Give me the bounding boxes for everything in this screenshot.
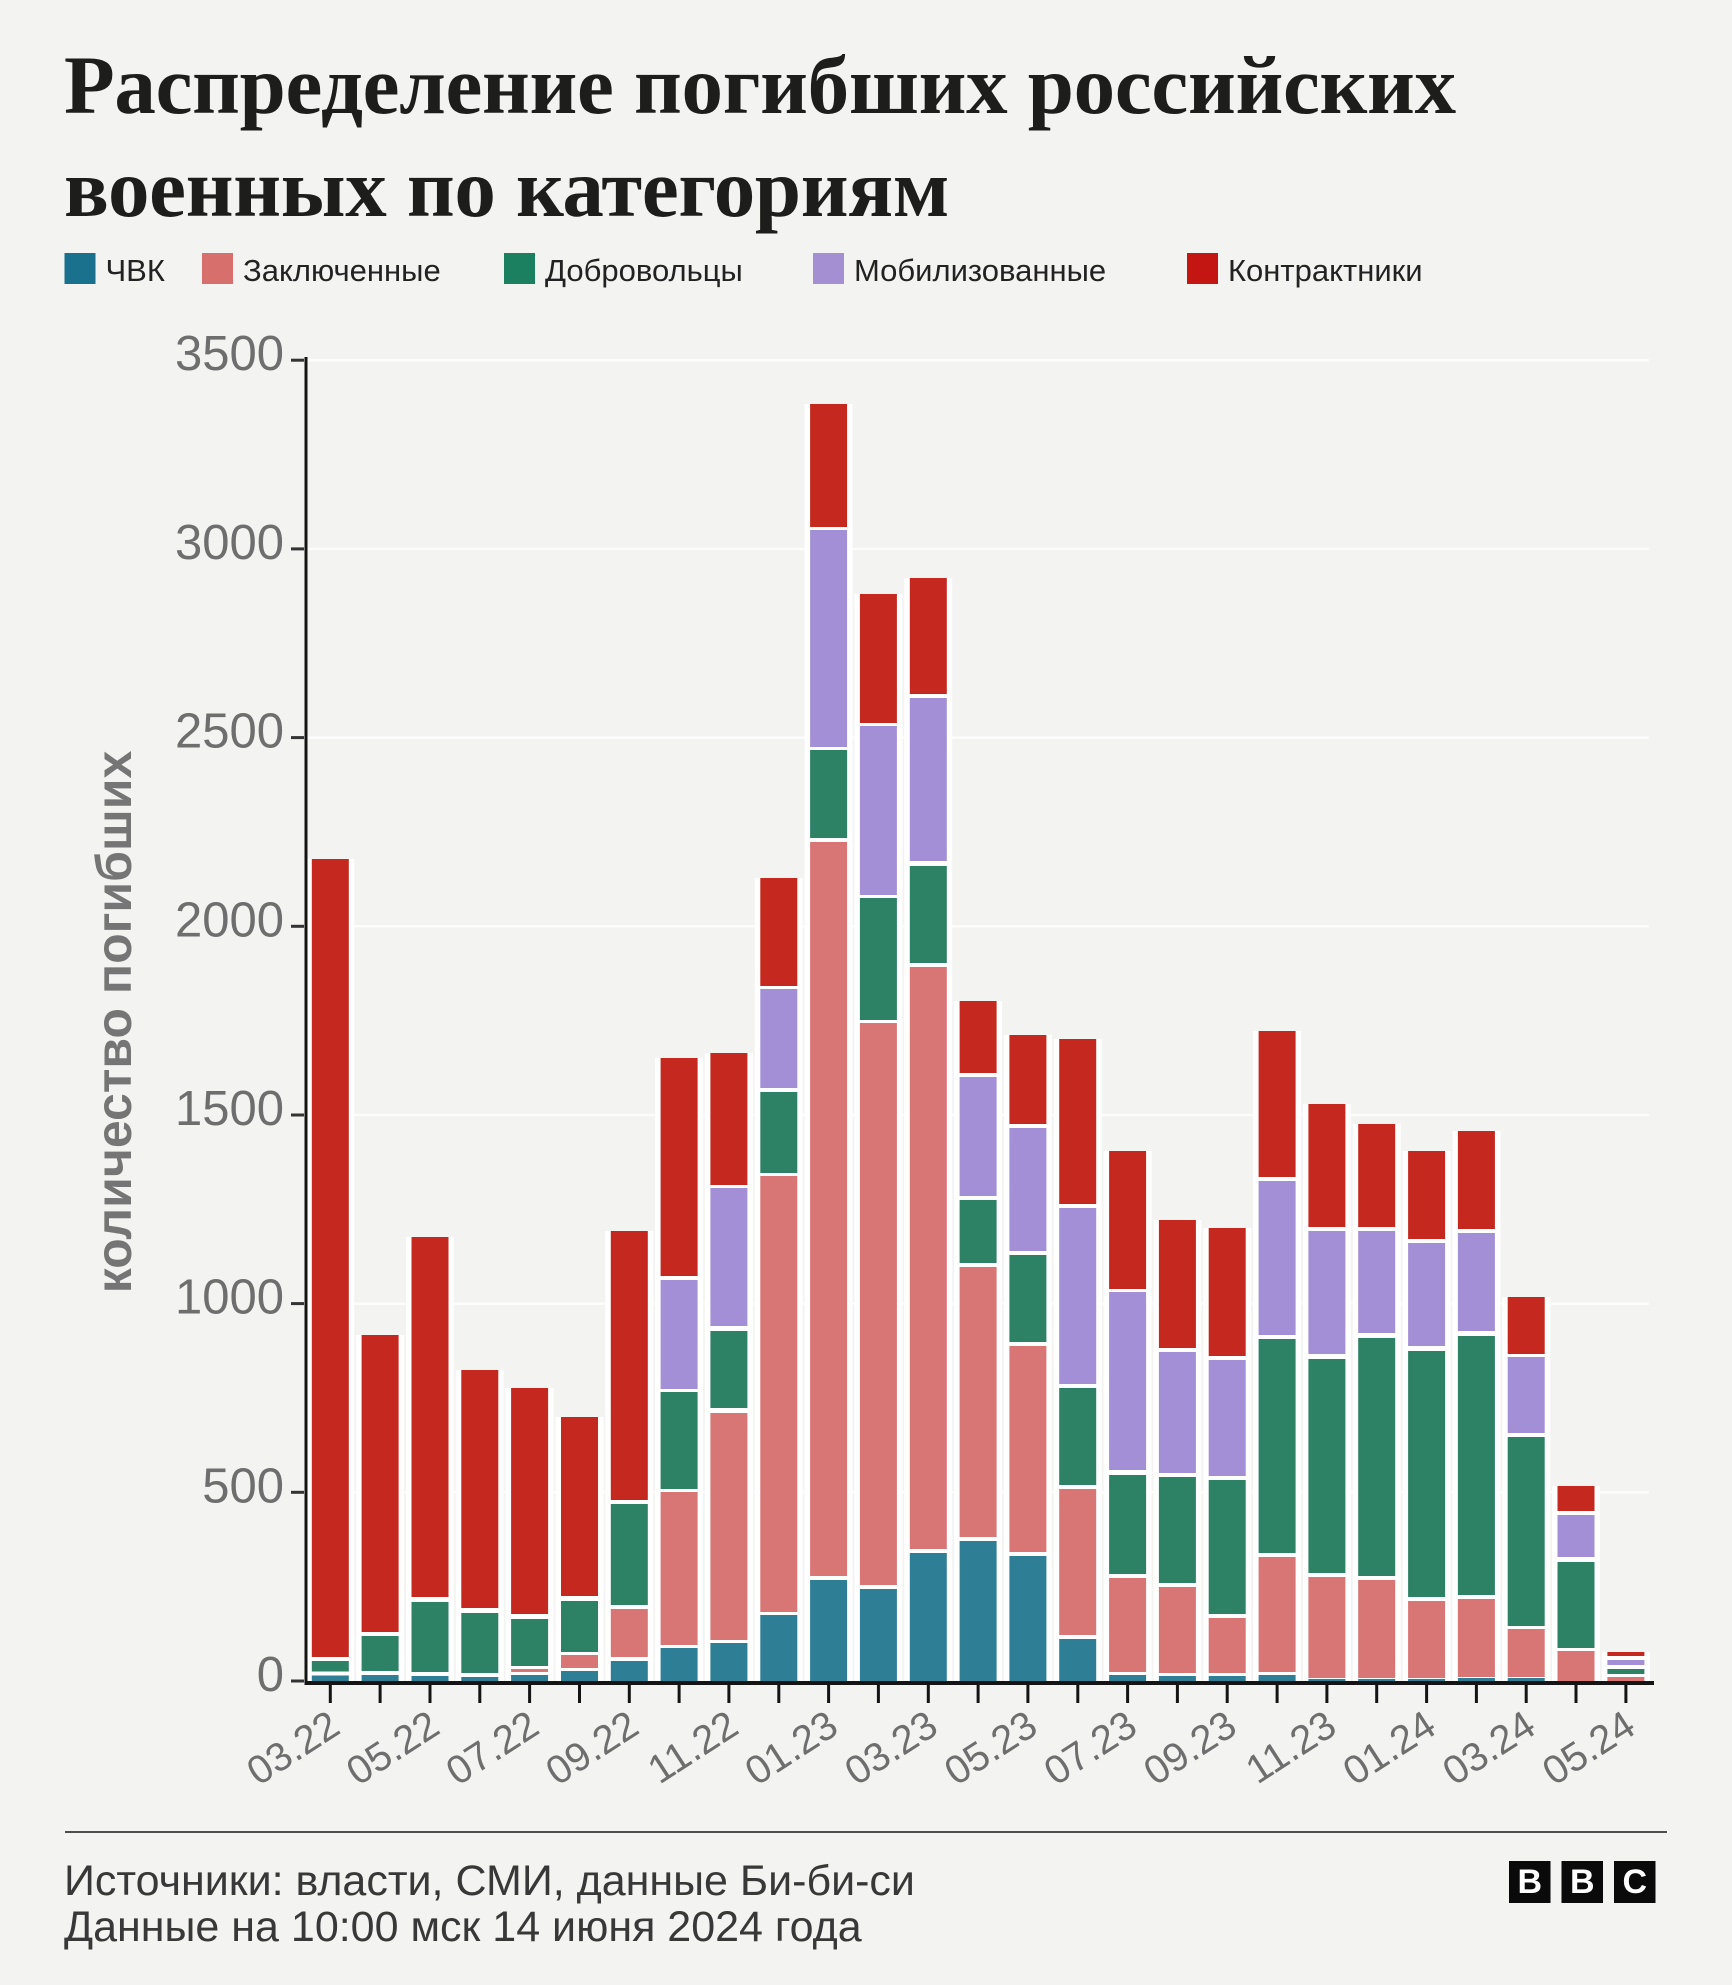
svg-text:военных по категориям: военных по категориям [64,142,949,234]
svg-text:2500: 2500 [175,705,284,759]
svg-text:Контрактники: Контрактники [1228,253,1423,288]
svg-text:Данные на 10:00 мск 14 июня 20: Данные на 10:00 мск 14 июня 2024 года [64,1903,862,1951]
svg-text:количество погибших: количество погибших [86,751,142,1294]
svg-text:Заключенные: Заключенные [243,253,441,288]
svg-text:2000: 2000 [175,893,284,947]
svg-text:B: B [1518,1863,1543,1901]
svg-text:Мобилизованные: Мобилизованные [854,253,1106,288]
svg-text:Распределение погибших российс: Распределение погибших российских [64,39,1457,131]
svg-text:500: 500 [202,1459,284,1513]
svg-text:1000: 1000 [175,1271,284,1325]
svg-text:3000: 3000 [175,516,284,570]
svg-text:B: B [1570,1863,1595,1901]
svg-text:Источники: власти, СМИ, данные: Источники: власти, СМИ, данные Би-би-си [64,1857,915,1905]
svg-text:C: C [1623,1863,1648,1901]
svg-text:3500: 3500 [175,327,284,381]
svg-text:0: 0 [257,1648,284,1702]
svg-text:1500: 1500 [175,1082,284,1136]
svg-text:ЧВК: ЧВК [106,253,165,288]
svg-text:Добровольцы: Добровольцы [545,253,743,288]
